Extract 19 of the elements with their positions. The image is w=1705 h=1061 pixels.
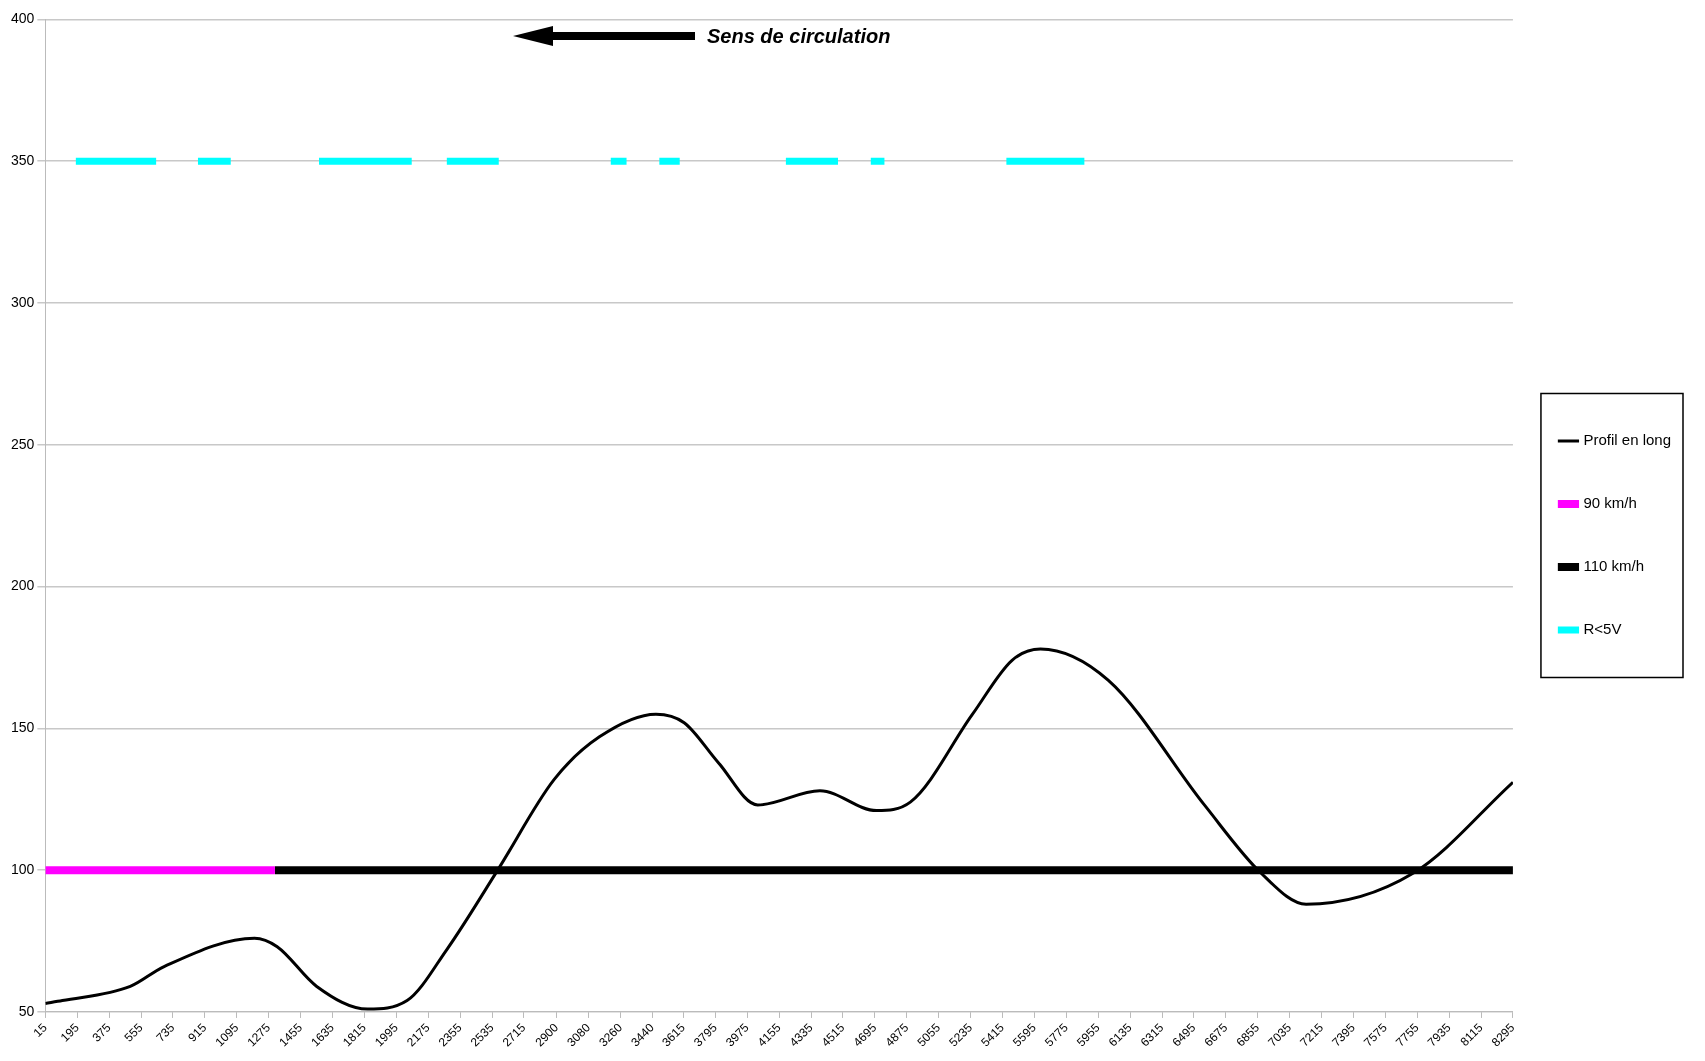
y-tick-label: 250 [11, 435, 35, 452]
x-tick-label: 375 [89, 1020, 114, 1045]
legend-label: 110 km/h [1583, 557, 1645, 575]
legend-label: Profil en long [1583, 431, 1672, 449]
annotation: Sens de circulation [707, 24, 891, 48]
y-tick-label: 50 [18, 1002, 35, 1019]
x-tick-label: 195 [57, 1020, 82, 1045]
x-tick-label: 555 [121, 1020, 146, 1045]
x-tick-label: 735 [153, 1020, 178, 1045]
legend-label: R<5V [1583, 620, 1622, 638]
y-tick-label: 200 [11, 577, 35, 594]
y-tick-label: 150 [11, 719, 35, 736]
legend-label: 90 km/h [1583, 494, 1637, 512]
y-tick-label: 100 [11, 861, 35, 878]
y-tick-label: 400 [11, 10, 35, 27]
y-tick-label: 350 [11, 152, 35, 169]
y-tick-label: 300 [11, 293, 35, 310]
x-tick-label: 15 [30, 1020, 51, 1040]
x-tick-label: 915 [185, 1020, 210, 1045]
